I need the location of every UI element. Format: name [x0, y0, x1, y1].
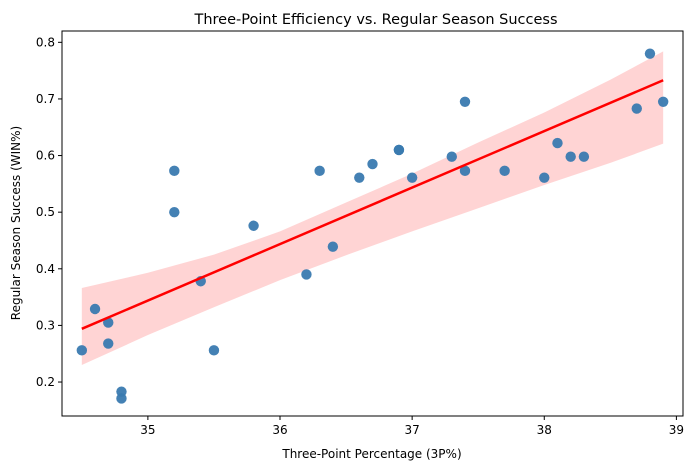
x-axis-label: Three-Point Percentage (3P%) [281, 447, 461, 461]
y-axis-label: Regular Season Success (WIN%) [9, 126, 23, 320]
data-point [565, 151, 576, 162]
data-point [169, 206, 180, 218]
data-point [248, 220, 259, 231]
data-point [552, 137, 563, 149]
data-point [314, 165, 325, 177]
axes-frame [61, 30, 684, 417]
data-point [499, 165, 510, 177]
data-point [657, 96, 669, 107]
y-tick-label: 0.2 [36, 375, 55, 389]
data-point [446, 151, 457, 162]
chart-title: Three-Point Efficiency vs. Regular Seaso… [193, 12, 557, 28]
data-point [169, 165, 180, 177]
data-point [208, 345, 220, 356]
data-point [393, 144, 405, 156]
regression-line [81, 79, 664, 330]
x-tick-label: 36 [272, 423, 287, 437]
data-point [539, 172, 550, 183]
data-point [116, 393, 127, 404]
data-point [459, 165, 471, 177]
y-tick-label: 0.5 [36, 205, 55, 219]
data-point [354, 172, 365, 183]
plot-area [76, 48, 669, 404]
data-point [327, 241, 339, 252]
data-point [406, 172, 418, 183]
data-point [459, 96, 471, 107]
data-point [367, 158, 378, 170]
x-tick-label: 35 [140, 423, 155, 437]
data-point [644, 48, 656, 59]
data-point [103, 338, 114, 349]
y-tick-label: 0.7 [36, 92, 55, 106]
confidence-band [81, 51, 664, 366]
y-tick-label: 0.8 [36, 35, 55, 49]
y-tick-label: 0.4 [36, 262, 55, 276]
x-tick-label: 37 [404, 423, 419, 437]
y-tick-label: 0.6 [36, 149, 55, 163]
y-tick-label: 0.3 [36, 318, 55, 332]
data-point [631, 103, 642, 114]
data-point [578, 151, 590, 162]
data-point [301, 269, 312, 280]
x-tick-label: 39 [669, 423, 684, 437]
y-axis: 0.2 0.3 0.4 0.5 0.6 0.7 0.8 [36, 35, 62, 389]
data-point [76, 345, 88, 356]
x-tick-label: 38 [537, 423, 552, 437]
data-point [89, 303, 101, 315]
x-axis: 35 36 37 38 39 [140, 416, 684, 437]
